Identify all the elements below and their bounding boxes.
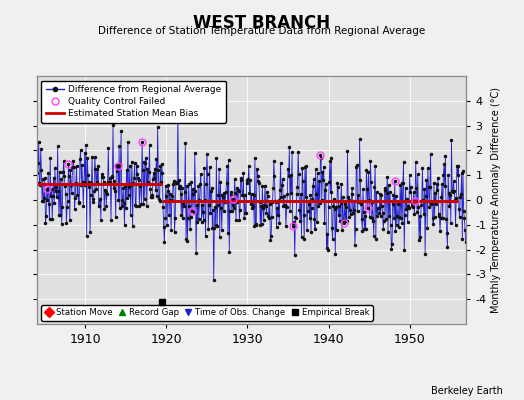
Text: Berkeley Earth: Berkeley Earth	[431, 386, 503, 396]
Legend: Station Move, Record Gap, Time of Obs. Change, Empirical Break: Station Move, Record Gap, Time of Obs. C…	[41, 305, 373, 321]
Y-axis label: Monthly Temperature Anomaly Difference (°C): Monthly Temperature Anomaly Difference (…	[490, 87, 500, 313]
Text: Difference of Station Temperature Data from Regional Average: Difference of Station Temperature Data f…	[99, 26, 425, 36]
Text: WEST BRANCH: WEST BRANCH	[193, 14, 331, 32]
